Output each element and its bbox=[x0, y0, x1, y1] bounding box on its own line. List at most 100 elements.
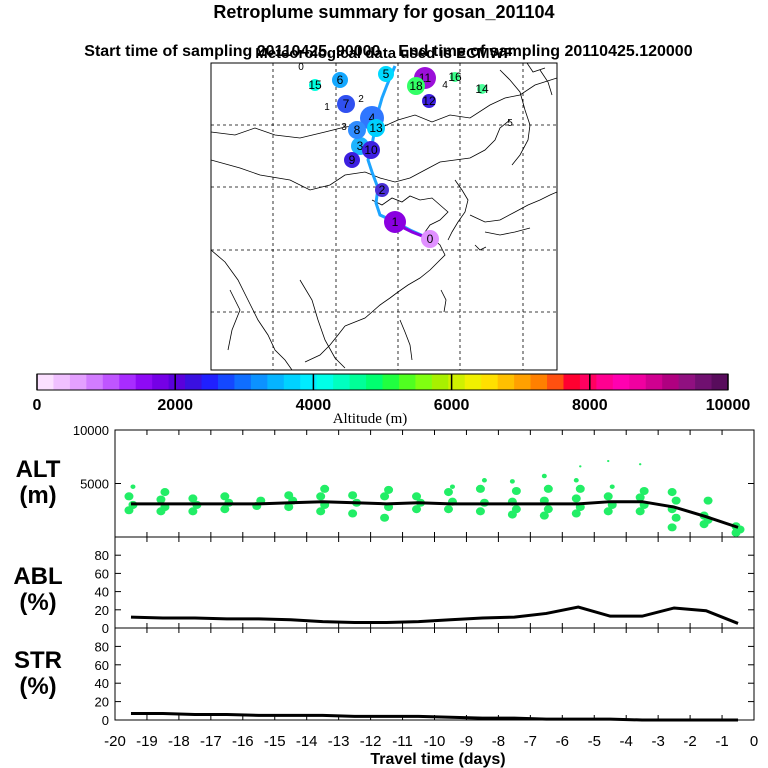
alt-scatter-point bbox=[156, 495, 166, 504]
plume-small-label: 3 bbox=[341, 122, 347, 133]
x-tick-label: -3 bbox=[651, 733, 664, 750]
plume-marker-label: 3 bbox=[357, 139, 364, 153]
alt-scatter-point bbox=[543, 484, 553, 493]
alt-scatter-point bbox=[638, 463, 642, 466]
series-line-ABL-fraction bbox=[130, 605, 739, 625]
alt-scatter-point bbox=[188, 494, 198, 503]
colorbar-cell bbox=[563, 374, 581, 390]
x-tick-label: -13 bbox=[328, 733, 350, 750]
alt-scatter-point bbox=[316, 507, 326, 516]
x-axis-label: Travel time (days) bbox=[370, 751, 505, 768]
end-time-label: End time of sampling 20110425.120000 bbox=[398, 43, 693, 60]
colorbar-cell bbox=[168, 374, 186, 390]
colorbar-cell bbox=[86, 374, 104, 390]
alt-label: ALT bbox=[16, 456, 61, 483]
x-tick-label: -2 bbox=[683, 733, 696, 750]
alt-scatter-point bbox=[571, 509, 581, 518]
plume-marker-label: 7 bbox=[343, 97, 350, 111]
abl-unit-label: (%) bbox=[19, 589, 56, 616]
x-tick-label: -14 bbox=[296, 733, 318, 750]
plume-marker bbox=[450, 72, 460, 82]
colorbar-cell bbox=[481, 374, 499, 390]
colorbar-cell bbox=[448, 374, 466, 390]
plume-marker bbox=[378, 66, 394, 82]
y-tick-label: 5000 bbox=[80, 477, 109, 492]
alt-scatter-point bbox=[541, 473, 547, 479]
plume-marker bbox=[362, 141, 380, 159]
plume-marker bbox=[309, 79, 321, 91]
plume-marker-label: 8 bbox=[354, 123, 361, 137]
alt-scatter-point bbox=[609, 484, 615, 489]
colorbar-cell bbox=[349, 374, 367, 390]
plume-small-label: 5 bbox=[507, 118, 513, 129]
alt-scatter-point bbox=[667, 523, 677, 532]
plume-marker bbox=[421, 230, 439, 248]
colorbar-cell bbox=[201, 374, 219, 390]
alt-scatter-point bbox=[124, 492, 134, 501]
start-time-label: Start time of sampling 20110425. 90000 bbox=[84, 43, 381, 60]
plume-marker-label: 14 bbox=[475, 82, 489, 96]
alt-scatter-point bbox=[571, 494, 581, 503]
str-panel-frame bbox=[114, 627, 755, 721]
alt-scatter-point bbox=[160, 488, 170, 497]
alt-scatter-point bbox=[188, 507, 198, 516]
alt-scatter-point bbox=[639, 486, 649, 496]
alt-scatter-point bbox=[603, 507, 613, 516]
plume-marker bbox=[375, 183, 389, 197]
alt-scatter-point bbox=[607, 459, 610, 463]
map-grid bbox=[211, 63, 557, 370]
alt-scatter-point bbox=[543, 505, 553, 514]
plume-marker bbox=[337, 95, 355, 113]
colorbar-cell bbox=[415, 374, 433, 390]
abl-y-ticks: 0 20 40 60 80 bbox=[95, 537, 755, 636]
x-tick-label: -20 bbox=[104, 733, 126, 750]
alt-scatter-point bbox=[316, 492, 326, 501]
colorbar-tick-label: 6000 bbox=[434, 397, 470, 414]
sampling-times: Start time of sampling 20110425. 90000 E… bbox=[0, 25, 768, 61]
colorbar-cell bbox=[69, 374, 87, 390]
str-label: STR bbox=[14, 647, 62, 674]
alt-scatter-point bbox=[579, 465, 582, 468]
colorbar-cell bbox=[283, 374, 301, 390]
colorbar-cell bbox=[678, 374, 696, 390]
x-tick-label: -9 bbox=[460, 733, 473, 750]
colorbar-cell bbox=[135, 374, 153, 390]
y-tick-label: 80 bbox=[95, 548, 109, 563]
alt-scatter-point bbox=[412, 505, 422, 514]
alt-scatter-point bbox=[703, 496, 713, 505]
alt-scatter-point bbox=[475, 507, 485, 516]
y-tick-label: 40 bbox=[95, 585, 109, 600]
colorbar-cell bbox=[695, 374, 713, 390]
colorbar-tick-label: 4000 bbox=[296, 397, 332, 414]
alt-scatter-point bbox=[481, 478, 487, 483]
abl-panel-frame bbox=[114, 536, 755, 629]
plume-marker-label: 0 bbox=[427, 232, 434, 246]
series-line-stratospheric-fraction bbox=[130, 712, 739, 722]
plume-marker bbox=[344, 152, 360, 168]
time-series-panels: ALT (m) ABL (%) STR (%) 5000 10000 0 20 40 6… bbox=[13, 423, 758, 768]
x-tick-label: -18 bbox=[168, 733, 190, 750]
colorbar-cell bbox=[300, 374, 318, 390]
str-unit-label: (%) bbox=[19, 673, 56, 700]
plume-small-label: 2 bbox=[358, 94, 364, 105]
y-tick-label: 60 bbox=[95, 658, 109, 673]
alt-scatter-points bbox=[124, 459, 745, 537]
x-tick-label: -15 bbox=[264, 733, 286, 750]
colorbar-cell bbox=[102, 374, 120, 390]
x-tick-label: -11 bbox=[392, 733, 413, 750]
plume-marker-label: 2 bbox=[379, 183, 386, 197]
alt-scatter-point bbox=[667, 488, 677, 497]
plume-marker-label: 6 bbox=[337, 73, 344, 87]
colorbar-cell bbox=[464, 374, 482, 390]
plume-marker-label: 10 bbox=[364, 143, 378, 157]
coastlines bbox=[211, 63, 557, 370]
plume-marker-label: 18 bbox=[409, 79, 423, 93]
plume-marker-label: 15 bbox=[308, 78, 322, 92]
plume-small-label: 4 bbox=[442, 80, 448, 91]
colorbar-cell bbox=[530, 374, 548, 390]
colorbar-cell bbox=[514, 374, 532, 390]
colorbar-cell bbox=[152, 374, 170, 390]
colorbar-cell bbox=[547, 374, 564, 390]
colorbar-cell bbox=[431, 374, 449, 390]
